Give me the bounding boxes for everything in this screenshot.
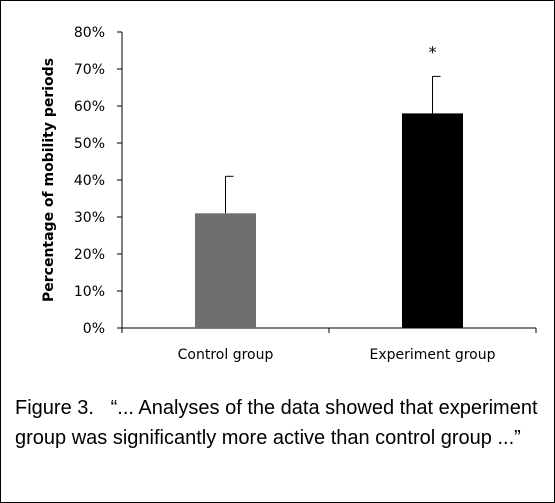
y-tick-label: 70% (74, 62, 105, 78)
x-category-label: Control group (178, 347, 274, 363)
significance-marker: * (429, 42, 437, 61)
y-tick-label: 40% (74, 173, 105, 189)
figure-caption: Figure 3. “... Analyses of the data show… (15, 397, 544, 449)
bar-control-group (195, 213, 256, 328)
y-axis-title: Percentage of mobility periods (41, 58, 57, 302)
y-tick-label: 60% (74, 99, 105, 115)
x-category-label: Experiment group (370, 347, 496, 363)
y-tick-label: 50% (74, 136, 105, 152)
y-tick-label: 20% (74, 247, 105, 263)
bar-chart: 0% 10% 20% 30% 40% 50% 60% 70% 80% Control group E… (41, 25, 537, 363)
y-tick-label: 80% (74, 25, 105, 41)
y-tick-label: 10% (74, 284, 105, 300)
bar-experiment-group (402, 113, 463, 329)
y-tick-label: 30% (74, 210, 105, 226)
y-tick-label: 0% (83, 321, 105, 337)
